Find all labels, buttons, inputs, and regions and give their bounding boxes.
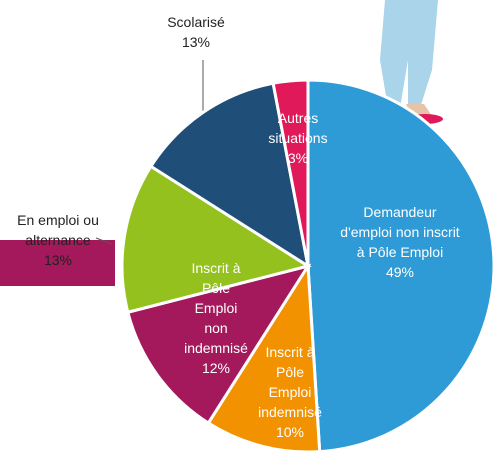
slice-label: Inscrit à Pôle Emploi non indemnisé 12% — [181, 258, 251, 378]
pie-slice — [206, 261, 322, 454]
slice-label: Scolarisé 13% — [151, 12, 241, 52]
value-label: 10% — [275, 424, 305, 440]
value-label: 13% — [43, 252, 73, 268]
category-label: Inscrit à Pôle Emploi non indemnisé — [184, 260, 248, 356]
label-box — [0, 240, 115, 286]
pie-slice — [306, 78, 496, 454]
pie-slice — [126, 263, 312, 426]
category-label: En emploi ou alternance — [17, 212, 99, 248]
pie-slice — [148, 81, 311, 270]
value-label: 49% — [385, 264, 415, 280]
category-label: Inscrit à Pôle Emploi indemnisé — [258, 344, 322, 420]
leader-line — [95, 237, 113, 245]
value-label: 13% — [181, 34, 211, 50]
category-label: Scolarisé — [167, 14, 225, 30]
legs — [380, 0, 438, 108]
category-label: Autres situations — [268, 110, 328, 146]
slice-label: En emploi ou alternance 13% — [2, 210, 114, 270]
pie-slice — [120, 164, 312, 315]
slice-label: Demandeur d'emploi non inscrit à Pôle Em… — [340, 202, 460, 282]
slice-label: Inscrit à Pôle Emploi indemnisé 10% — [257, 342, 323, 442]
slice-label: Autres situations 3% — [253, 108, 343, 168]
value-label: 3% — [287, 150, 309, 166]
value-label: 12% — [201, 360, 231, 376]
pie-slice — [271, 78, 310, 267]
category-label: Demandeur d'emploi non inscrit à Pôle Em… — [340, 204, 460, 260]
